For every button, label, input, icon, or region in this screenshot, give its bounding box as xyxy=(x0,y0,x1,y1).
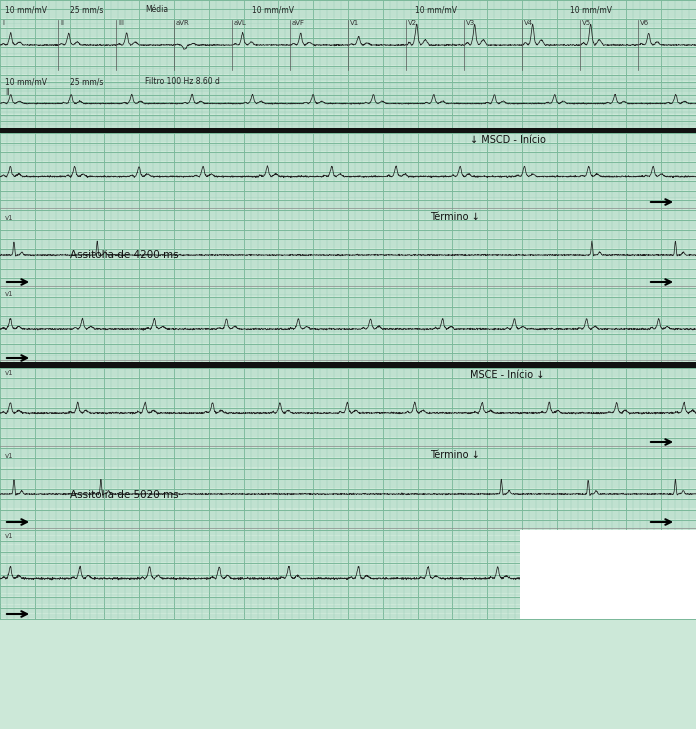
Bar xyxy=(0,133,696,210)
Text: Assitolia de 5020 ms: Assitolia de 5020 ms xyxy=(70,490,179,500)
Text: V2: V2 xyxy=(408,20,417,26)
Text: 10 mm/mV: 10 mm/mV xyxy=(5,5,47,14)
Text: 25 mm/s: 25 mm/s xyxy=(70,5,104,14)
Bar xyxy=(0,530,696,619)
Text: 25 mm/s: 25 mm/s xyxy=(70,77,104,86)
Text: 10 mm/mV: 10 mm/mV xyxy=(570,5,612,14)
Bar xyxy=(0,368,696,448)
Bar xyxy=(0,128,696,133)
Text: V6: V6 xyxy=(640,20,649,26)
Text: II: II xyxy=(60,20,64,26)
Text: 10 mm/mV: 10 mm/mV xyxy=(5,77,47,86)
Text: 10 mm/mV: 10 mm/mV xyxy=(252,5,294,14)
Text: Média: Média xyxy=(145,5,168,14)
Bar xyxy=(0,210,696,288)
Text: aVF: aVF xyxy=(292,20,305,26)
Bar xyxy=(0,288,696,362)
Bar xyxy=(0,362,696,368)
Text: Filtro 100 Hz 8.60 d: Filtro 100 Hz 8.60 d xyxy=(145,77,220,86)
Text: v1: v1 xyxy=(5,370,14,376)
Text: Término ↓: Término ↓ xyxy=(430,212,480,222)
Bar xyxy=(0,448,696,530)
Text: Término ↓: Término ↓ xyxy=(430,450,480,460)
Bar xyxy=(0,75,696,128)
Text: V4: V4 xyxy=(524,20,533,26)
Bar xyxy=(0,0,696,75)
Text: V3: V3 xyxy=(466,20,475,26)
Text: v1: v1 xyxy=(5,215,14,221)
Text: V5: V5 xyxy=(582,20,591,26)
Bar xyxy=(520,530,696,619)
Text: I: I xyxy=(2,20,4,26)
Text: ↓ MSCD - Início: ↓ MSCD - Início xyxy=(470,135,546,145)
Text: aVL: aVL xyxy=(234,20,247,26)
Text: MSCE - Início ↓: MSCE - Início ↓ xyxy=(470,370,544,380)
Text: v1: v1 xyxy=(5,533,14,539)
Text: V1: V1 xyxy=(350,20,359,26)
Text: III: III xyxy=(118,20,124,26)
Text: aVR: aVR xyxy=(176,20,190,26)
Text: v1: v1 xyxy=(5,453,14,459)
Text: 10 mm/mV: 10 mm/mV xyxy=(415,5,457,14)
Text: v1: v1 xyxy=(5,291,14,297)
Text: Assitolia de 4200 ms: Assitolia de 4200 ms xyxy=(70,250,179,260)
Text: II: II xyxy=(5,88,10,97)
